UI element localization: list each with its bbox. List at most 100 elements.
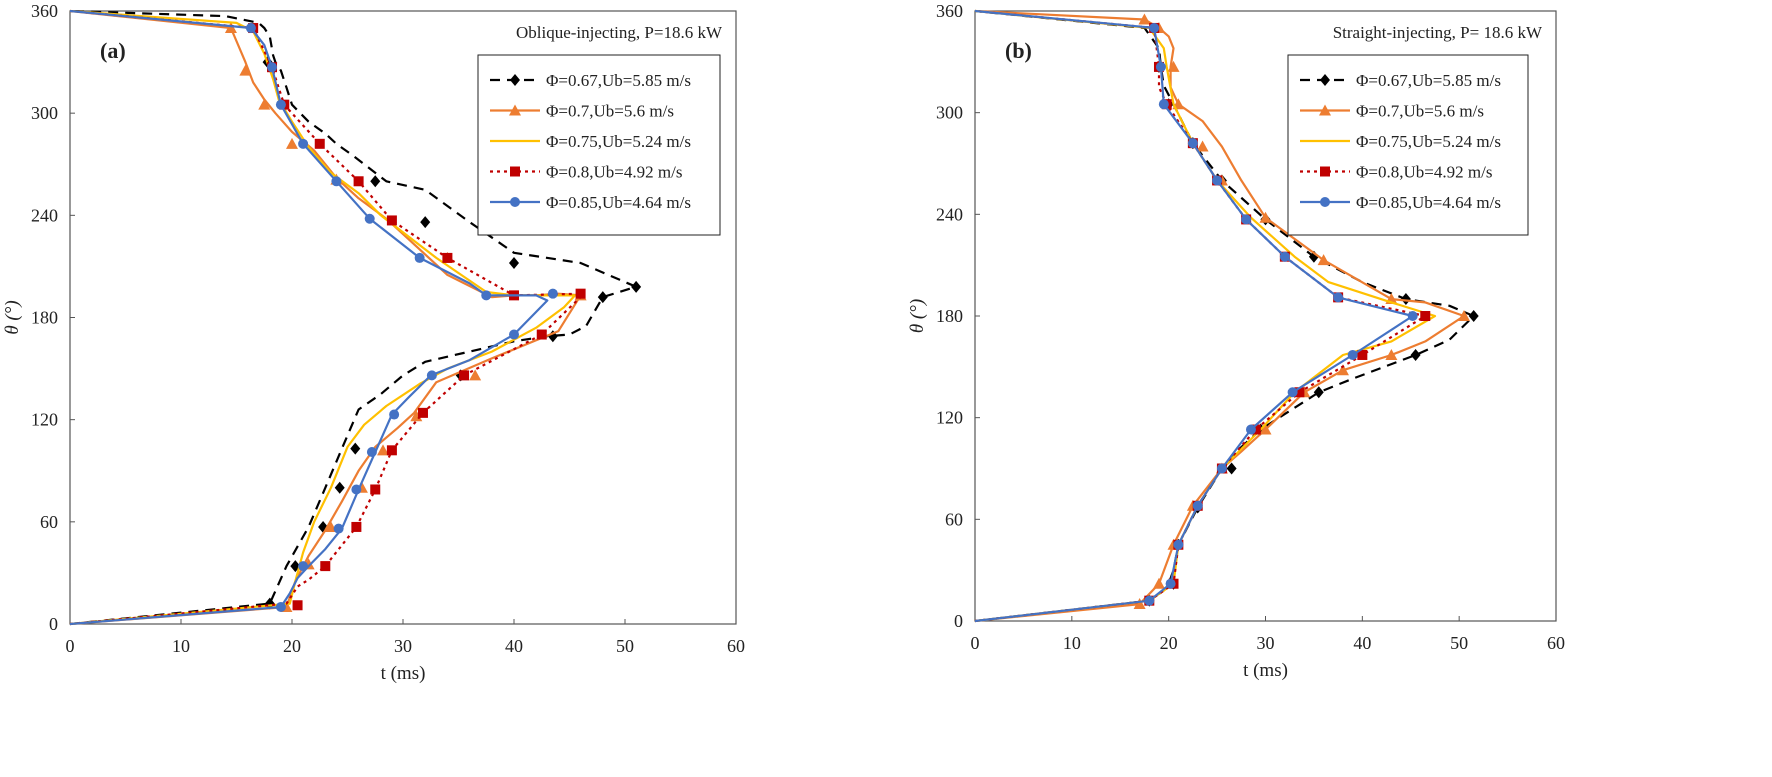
chart-b-series-1-point bbox=[1152, 577, 1165, 589]
chart-b-series-4-point bbox=[1173, 539, 1184, 550]
chart-b-x-tick-label: 0 bbox=[971, 633, 980, 653]
chart-b-series-1-point bbox=[1385, 348, 1398, 360]
chart-b-series-4-point bbox=[1241, 214, 1252, 225]
chart-b-panel-label: (b) bbox=[1005, 38, 1032, 63]
chart-b-legend-entry-1: Φ=0.7,Ub=5.6 m/s bbox=[1356, 102, 1484, 121]
chart-b-series-0-point bbox=[1313, 386, 1324, 399]
chart-b-series-1-point bbox=[1167, 60, 1180, 72]
chart-b-legend-entry-4: Φ=0.85,Ub=4.64 m/s bbox=[1356, 193, 1501, 212]
chart-a-series-1-point bbox=[224, 22, 237, 34]
chart-b-series-4-point bbox=[1192, 500, 1203, 511]
chart-a-series-4 bbox=[69, 9, 558, 626]
chart-a-series-4-point bbox=[275, 99, 286, 110]
chart-b-series-1-point bbox=[1317, 254, 1330, 266]
chart-a-x-tick-label: 30 bbox=[394, 636, 412, 656]
chart-b-series-line-3 bbox=[974, 9, 1427, 623]
chart-b-series-4-point bbox=[1158, 99, 1169, 110]
chart-b-series-3-point bbox=[1294, 387, 1305, 398]
chart-a-series-3-point bbox=[370, 484, 381, 495]
chart-a-series-4-point bbox=[298, 561, 309, 572]
chart-a-series-3-point bbox=[442, 252, 453, 263]
chart-a-series-3-point bbox=[536, 329, 547, 340]
chart-b-series-line-1 bbox=[974, 9, 1466, 623]
chart-a-series-0-point bbox=[597, 291, 608, 304]
chart-b-x-tick-label: 20 bbox=[1160, 633, 1178, 653]
chart-a-series-3-point bbox=[459, 370, 470, 381]
chart-b-series-1-point bbox=[1138, 13, 1151, 25]
chart-a-legend-marker-0 bbox=[510, 74, 520, 86]
chart-b-x-tick-label: 40 bbox=[1353, 633, 1371, 653]
chart-a-series-3-point bbox=[386, 445, 397, 456]
chart-b-x-tick-label: 60 bbox=[1547, 633, 1565, 653]
chart-b-series-4-point bbox=[1155, 61, 1166, 72]
chart-a-legend-entry-4: Φ=0.85,Ub=4.64 m/s bbox=[546, 193, 691, 212]
chart-b-series-4 bbox=[974, 9, 1418, 623]
chart-a-x-tick-label: 10 bbox=[172, 636, 190, 656]
chart-b-x-tick-label: 10 bbox=[1063, 633, 1081, 653]
chart-b-series-0-point bbox=[1468, 310, 1479, 322]
chart-a-chart-title: Oblique-injecting, P=18.6 kW bbox=[516, 23, 723, 42]
chart-a-x-axis-title: t (ms) bbox=[381, 663, 426, 684]
chart-b-y-axis: 0 60 120 180 240 300 360 bbox=[936, 1, 980, 631]
chart-b-series-1-point bbox=[1133, 598, 1146, 610]
chart-a-legend-entry-2: Φ=0.75,Ub=5.24 m/s bbox=[546, 132, 691, 151]
chart-a-series-4-point bbox=[509, 329, 519, 340]
chart-a-series-3-point bbox=[417, 407, 428, 418]
chart-a-series-4-point bbox=[364, 213, 375, 224]
chart-a-series-0-point bbox=[350, 442, 361, 455]
chart-b-y-axis-title: θ (°) bbox=[907, 299, 928, 333]
chart-a-y-axis: 0 60 120 180 240 300 360 bbox=[31, 1, 75, 634]
chart-a-series-0-point bbox=[420, 216, 431, 229]
chart-b-series-4-point bbox=[1245, 424, 1256, 435]
chart-a-y-tick-label: 300 bbox=[31, 103, 58, 123]
chart-a-svg: 0 10 20 30 40 50 60 0 60 120 180 240 300 360 t (ms) θ (… bbox=[2, 1, 745, 684]
chart-a-x-tick-label: 0 bbox=[66, 636, 75, 656]
chart-b-x-tick-label: 50 bbox=[1450, 633, 1468, 653]
chart-a-x-axis: 0 10 20 30 40 50 60 bbox=[66, 619, 745, 656]
chart-a-series-4-point bbox=[351, 484, 362, 495]
chart-a-series-4-point bbox=[331, 176, 342, 187]
chart-a-series-3-point bbox=[575, 288, 586, 299]
chart-a-x-tick-label: 60 bbox=[727, 636, 745, 656]
chart-b-x-tick-label: 30 bbox=[1257, 633, 1275, 653]
chart-a-series-1-point bbox=[469, 369, 482, 381]
chart-b-svg: 0 10 20 30 40 50 60 0 60 120 180 240 300 360 t (ms) θ (… bbox=[907, 1, 1565, 681]
chart-b-series-0-point bbox=[1400, 293, 1411, 306]
chart-b-series-0-point bbox=[1226, 462, 1237, 475]
chart-a-legend-entry-3: Φ=0.8,Ub=4.92 m/s bbox=[546, 163, 682, 182]
chart-a-legend-marker-3 bbox=[510, 166, 520, 177]
chart-b-series-4-point bbox=[1287, 387, 1298, 398]
chart-a-series-3-point bbox=[292, 600, 303, 611]
chart-a-y-tick-label: 0 bbox=[49, 614, 58, 634]
chart-a-y-tick-label: 360 bbox=[31, 1, 58, 21]
chart-b-legend: Φ=0.67,Ub=5.85 m/s Φ=0.7,Ub=5.6 m/s Φ=0.75… bbox=[1287, 54, 1529, 236]
chart-a-y-tick-label: 240 bbox=[31, 205, 58, 225]
chart-b-chart-title: Straight-injecting, P= 18.6 kW bbox=[1333, 23, 1543, 42]
chart-b-legend-marker-3 bbox=[1320, 166, 1330, 177]
chart-b-y-tick-label: 300 bbox=[936, 103, 963, 123]
chart-b-series-3-point bbox=[1420, 311, 1431, 321]
chart-b-series-1-point bbox=[1259, 211, 1272, 223]
chart-a-y-tick-label: 60 bbox=[40, 512, 58, 532]
chart-b-series-1-point bbox=[1196, 140, 1209, 152]
chart-a-series-0-point bbox=[631, 280, 642, 293]
chart-a-series-1-point bbox=[286, 137, 298, 149]
chart-a-series-1-point bbox=[258, 98, 271, 110]
chart-b-series-1-point bbox=[1259, 423, 1272, 435]
chart-a-series-3-point bbox=[314, 138, 325, 149]
chart-a-series-line-0 bbox=[69, 9, 638, 626]
chart-a-y-tick-label: 120 bbox=[31, 410, 58, 430]
chart-a-series-3-point bbox=[351, 521, 362, 532]
chart-b-y-tick-label: 120 bbox=[936, 408, 963, 428]
chart-a-legend-marker-4 bbox=[510, 197, 520, 207]
chart-b-legend-entry-2: Φ=0.75,Ub=5.24 m/s bbox=[1356, 132, 1501, 151]
chart-a-legend-marker-1 bbox=[509, 104, 521, 116]
chart-b-series-1-point bbox=[1336, 364, 1349, 376]
chart-a-series-4-point bbox=[267, 62, 278, 73]
chart-b-x-axis-title: t (ms) bbox=[1243, 660, 1288, 681]
chart-a-series-4-point bbox=[414, 252, 425, 263]
chart-a-series-4-point bbox=[426, 370, 437, 381]
chart-a-series-line-3 bbox=[69, 9, 582, 626]
chart-a-x-tick-label: 40 bbox=[505, 636, 523, 656]
chart-panel-a: 0 10 20 30 40 50 60 0 60 120 180 240 300 360 t (ms) θ (… bbox=[0, 0, 870, 777]
